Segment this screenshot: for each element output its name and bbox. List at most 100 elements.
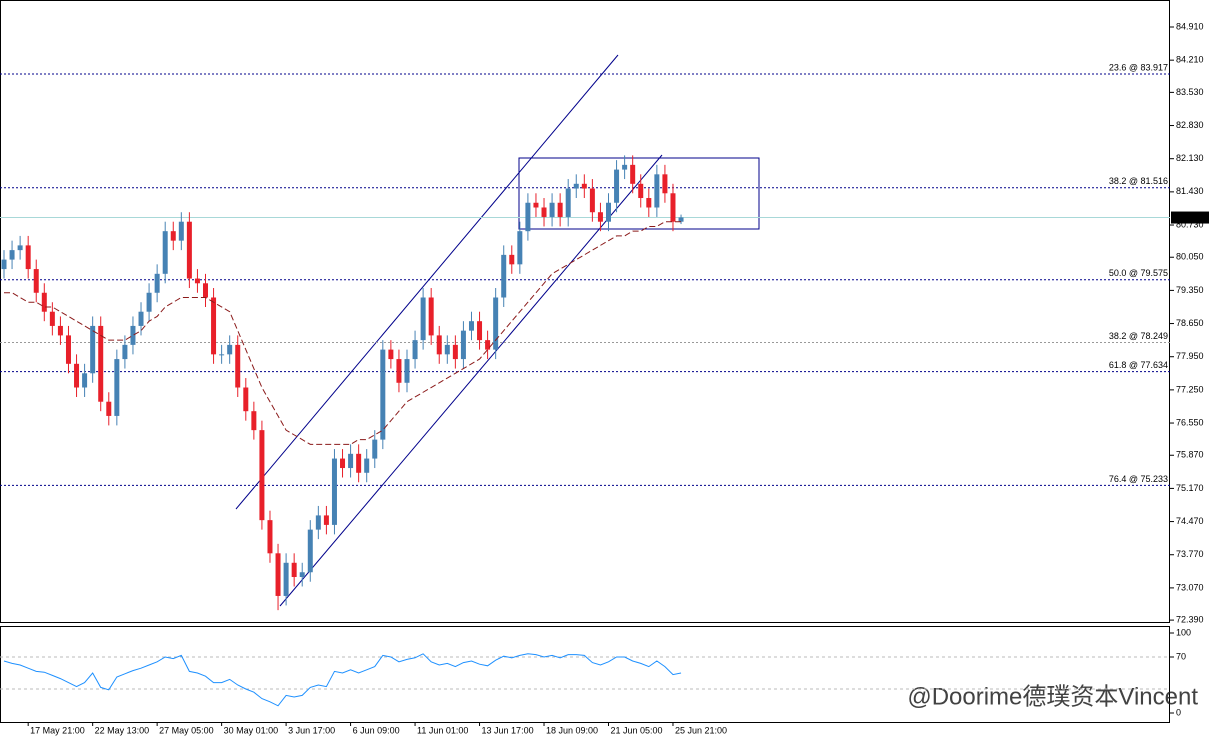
candle-body [340,458,346,469]
y-tick-label: 77.950 [1176,351,1204,361]
fib-label: 23.6 @ 83.917 [1109,62,1168,72]
candle-body [460,330,466,360]
candle-body [622,164,628,170]
candle-body [178,221,184,241]
y-tick-label: 72.390 [1176,614,1204,624]
candle-body [589,188,595,213]
y-tick-label: 82.830 [1176,120,1204,130]
x-tick-label: 17 May 21:00 [30,725,85,735]
candle-body [315,515,321,530]
candle-body [517,231,523,265]
candle-body [380,349,386,440]
candle-body [9,250,15,260]
candle-body [348,453,354,469]
candle-body [638,183,644,199]
x-tick-label: 21 Jun 05:00 [611,725,663,735]
candle-body [662,174,668,194]
x-tick-label: 11 Jun 01:00 [417,725,468,735]
fib-label: 50.0 @ 79.575 [1109,268,1168,278]
y-tick-label: 74.470 [1176,516,1204,526]
x-tick-label: 13 Jun 17:00 [482,725,534,735]
y-tick-label: 75.870 [1176,450,1204,460]
candle-body [428,297,434,336]
candle-body [436,335,442,355]
candle-body [420,297,426,341]
x-tick-label: 27 May 05:00 [159,725,214,735]
candle-body [235,344,241,388]
candle-body [646,198,652,208]
candle-body [41,292,47,312]
y-tick-label: 81.430 [1176,186,1204,196]
candle-body [186,221,192,279]
main-frame [0,0,1170,623]
candle-body [364,458,370,473]
y-tick-label: 78.650 [1176,318,1204,328]
y-tick-label: 80.730 [1176,219,1204,229]
x-tick-label: 22 May 13:00 [95,725,150,735]
candle-body [203,283,208,298]
candle-body [493,297,499,350]
candle-body [331,458,337,525]
indicator-frame [0,626,1170,723]
candle-body [468,321,474,331]
candle-body [581,183,587,189]
candle-body [541,207,547,217]
candle-body [323,515,329,525]
candle-body [90,325,96,374]
fib-label: 38.2 @ 81.516 [1109,176,1168,186]
candle-body [122,344,128,360]
last-price-label: 80.888 [1175,212,1203,222]
moving-average [4,221,682,445]
candle-body [17,245,23,251]
candle-body [251,411,257,431]
candle-body [146,292,152,312]
candle-body [74,363,80,388]
candle-body [49,311,55,326]
y-tick-label: 73.070 [1176,582,1204,592]
candle-body [211,297,217,355]
candle-body [65,335,71,364]
candle-body [485,340,491,350]
candle-body [138,311,144,326]
candle-body [670,193,676,222]
y-tick-label: 79.350 [1176,285,1204,295]
candle-body [477,321,483,341]
candle-body [356,453,362,473]
x-tick-label: 25 Jun 21:00 [675,725,727,735]
y-tick-label: 83.530 [1176,87,1204,97]
candle-body [412,340,418,360]
fib-label: 76.4 @ 75.233 [1109,474,1168,484]
candle-body [283,562,289,596]
channel-lower [279,154,663,607]
candle-body [549,202,555,217]
candle-body [1,259,7,270]
watermark: @Doorime德璞资本Vincent [907,683,1198,710]
candle-body [654,174,660,208]
candle-body [525,202,531,232]
x-tick-label: 30 May 01:00 [224,725,279,735]
candle-body [25,245,31,270]
candle-body [606,202,611,222]
y-tick-label: 0 [1176,707,1181,717]
candle-body [291,562,297,577]
candle-body [678,217,684,222]
candle-body [130,325,136,345]
candle-body [154,273,160,293]
y-tick-label: 82.130 [1176,153,1204,163]
candle-body [452,344,458,360]
indicator-line [3,653,682,707]
candle-body [259,430,265,521]
y-tick-label: 73.770 [1176,549,1204,559]
candle-body [227,344,233,355]
y-tick-label: 77.250 [1176,384,1204,394]
candle-body [57,325,63,336]
candle-body [565,188,571,217]
fib-label: 61.8 @ 77.634 [1109,360,1168,370]
y-tick-label: 100 [1176,627,1191,637]
candle-body [299,572,305,577]
candle-body [597,212,603,222]
candle-body [33,269,39,293]
candle-body [372,439,378,459]
y-tick-label: 70 [1176,651,1186,661]
